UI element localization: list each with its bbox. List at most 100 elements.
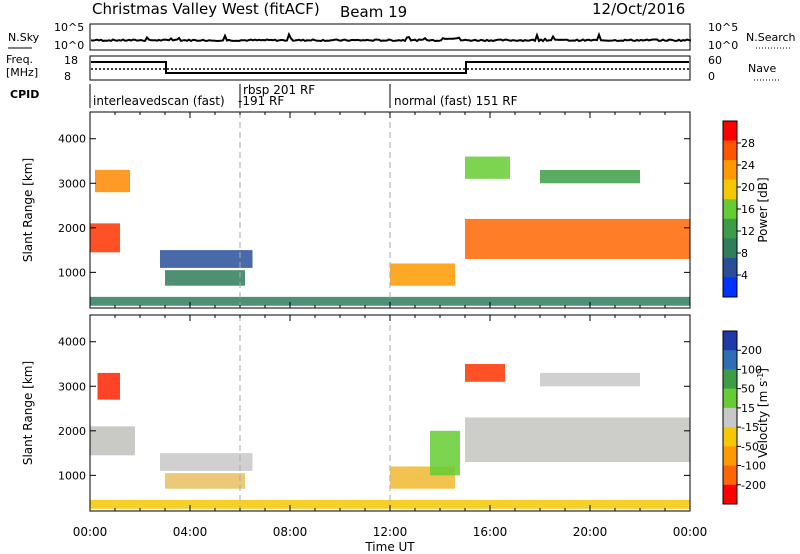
nsky-label: N.Sky	[8, 31, 40, 44]
time-tick-label-2: 08:00	[273, 525, 308, 539]
power-region-8	[90, 296, 690, 306]
power-region-2	[160, 250, 253, 268]
velocity-colorbar-label: Velocity [m s-1]	[756, 368, 770, 458]
freq-tick-top: 18	[64, 54, 78, 67]
power-colorbar-swatch-4	[723, 199, 737, 220]
velocity-colorbar-tick-label-0: 200	[741, 344, 762, 357]
power-ticks: 4000 3000 2000 1000	[58, 112, 691, 308]
velocity-colorbar-tick-label-7: -200	[741, 479, 766, 492]
power-ytick-label-3: 1000	[58, 266, 86, 279]
velocity-colorbar: 200 100 50 15 -15 -50 -100 -200 Velocity [m s-1…	[722, 330, 770, 505]
power-colorbar-tick-label-2: 20	[741, 181, 755, 194]
velocity-colorbar-swatch-3	[723, 388, 737, 409]
power-colorbar-label: Power [dB]	[756, 177, 770, 242]
power-region-3	[165, 270, 245, 286]
freq-panel: Freq. [MHz] 18 8 60 0 Nave	[6, 53, 780, 83]
cpid-mode-4: normal (fast) 151 RF	[394, 94, 518, 108]
velocity-panel: 4000 3000 2000 1000 Slant Range [km]	[21, 314, 691, 512]
velocity-colorbar-tick-label-2: 50	[741, 383, 755, 396]
velocity-region-0	[90, 426, 135, 456]
power-region-5	[465, 218, 690, 259]
time-tick-label-4: 16:00	[473, 525, 508, 539]
velocity-colorbar-swatch-2	[723, 369, 737, 390]
velocity-colorbar-tick-label-5: -50	[741, 440, 759, 453]
velocity-colorbar-swatch-0	[723, 331, 737, 351]
nsky-right-tick-bottom: 10^0	[708, 39, 738, 52]
power-colorbar-swatch-7	[723, 257, 737, 278]
cpid-mode-1: interleavedscan (fast)	[93, 94, 225, 108]
power-region-7	[540, 169, 640, 184]
nsky-tick-top: 10^5	[54, 21, 84, 34]
power-region-1	[95, 169, 130, 193]
power-colorbar-swatch-3	[723, 179, 737, 200]
power-ytick-label-2: 2000	[58, 222, 86, 235]
power-colorbar-swatch-0	[723, 121, 737, 142]
nave-tick-bottom: 0	[708, 70, 715, 83]
velocity-colorbar-swatch-5	[723, 427, 737, 447]
velocity-colorbar-tick-label-1: 100	[741, 363, 762, 376]
power-ytick-label-0: 4000	[58, 133, 86, 146]
time-tick-label-3: 12:00	[373, 525, 408, 539]
time-tick-label-6: 00:00	[673, 525, 708, 539]
nsearch-label: N.Search	[746, 31, 796, 44]
cpid-row: CPID interleavedscan (fast) rbsp 201 RF …	[10, 83, 518, 108]
velocity-ytick-label-3: 1000	[58, 469, 86, 482]
velocity-colorbar-swatch-8	[723, 484, 737, 505]
velocity-region-9	[90, 499, 690, 509]
cpid-label: CPID	[10, 88, 39, 101]
time-axis-label: Time UT	[364, 540, 415, 554]
nsky-right-tick-top: 10^5	[708, 21, 738, 34]
nsky-tick-bottom: 10^0	[54, 39, 84, 52]
velocity-colorbar-swatch-7	[723, 465, 737, 486]
nave-label: Nave	[748, 62, 776, 75]
power-colorbar-tick-label-1: 24	[741, 159, 755, 172]
cpid-mode-2: rbsp 201 RF	[243, 83, 315, 97]
nsky-trace	[90, 31, 692, 43]
velocity-colorbar-tick-label-4: -15	[741, 421, 759, 434]
power-colorbar-swatch-6	[723, 238, 737, 259]
power-colorbar: 28 24 20 16 12 8 4 Power [dB]	[722, 120, 770, 298]
freq-label-line2: [MHz]	[6, 66, 38, 79]
power-colorbar-swatch-2	[723, 160, 737, 181]
power-colorbar-tick-label-0: 28	[741, 137, 755, 150]
power-region-6	[465, 156, 510, 179]
cpid-mode-3: -191 RF	[238, 94, 284, 108]
velocity-region-2	[160, 453, 253, 471]
velocity-region-7	[465, 364, 505, 382]
velocity-colorbar-swatch-4	[723, 407, 737, 428]
beam-title: Beam 19	[340, 3, 407, 21]
power-colorbar-swatch-8	[723, 277, 737, 298]
time-tick-label-0: 00:00	[73, 525, 108, 539]
power-colorbar-swatch-1	[723, 140, 737, 161]
velocity-region-5	[430, 430, 460, 476]
velocity-region-6	[465, 417, 690, 462]
power-panel: 4000 3000 2000 1000 Slant Range [km]	[21, 111, 691, 309]
power-colorbar-tick-label-3: 16	[741, 203, 755, 216]
velocity-ytick-label-0: 4000	[58, 336, 86, 349]
velocity-ytick-label-2: 2000	[58, 425, 86, 438]
freq-trace	[91, 61, 689, 74]
power-ytick-label-1: 3000	[58, 177, 86, 190]
velocity-region-8	[540, 372, 640, 387]
power-colorbar-swatch-5	[723, 218, 737, 239]
velocity-colorbar-swatch-1	[723, 350, 737, 370]
velocity-colorbar-tick-label-6: -100	[741, 460, 766, 473]
time-tick-label-1: 04:00	[173, 525, 208, 539]
velocity-colorbar-tick-label-3: 15	[741, 402, 755, 415]
station-title: Christmas Valley West (fitACF)	[92, 0, 320, 18]
velocity-ticks: 4000 3000 2000 1000	[58, 315, 691, 511]
velocity-region-1	[97, 372, 120, 400]
power-ylabel: Slant Range [km]	[21, 158, 35, 262]
velocity-ylabel: Slant Range [km]	[21, 361, 35, 465]
date-title: 12/Oct/2016	[592, 0, 685, 18]
velocity-data	[90, 315, 690, 511]
freq-label-line1: Freq.	[6, 53, 33, 66]
freq-tick-bottom: 8	[64, 70, 71, 83]
power-colorbar-tick-label-6: 4	[741, 269, 748, 282]
nave-tick-top: 60	[708, 54, 722, 67]
velocity-ytick-label-1: 3000	[58, 380, 86, 393]
power-colorbar-tick-label-4: 12	[741, 225, 755, 238]
time-axis: 00:00 04:00 08:00 12:00 16:00 20:00 00:00	[73, 525, 708, 539]
velocity-colorbar-swatch-6	[723, 446, 737, 467]
